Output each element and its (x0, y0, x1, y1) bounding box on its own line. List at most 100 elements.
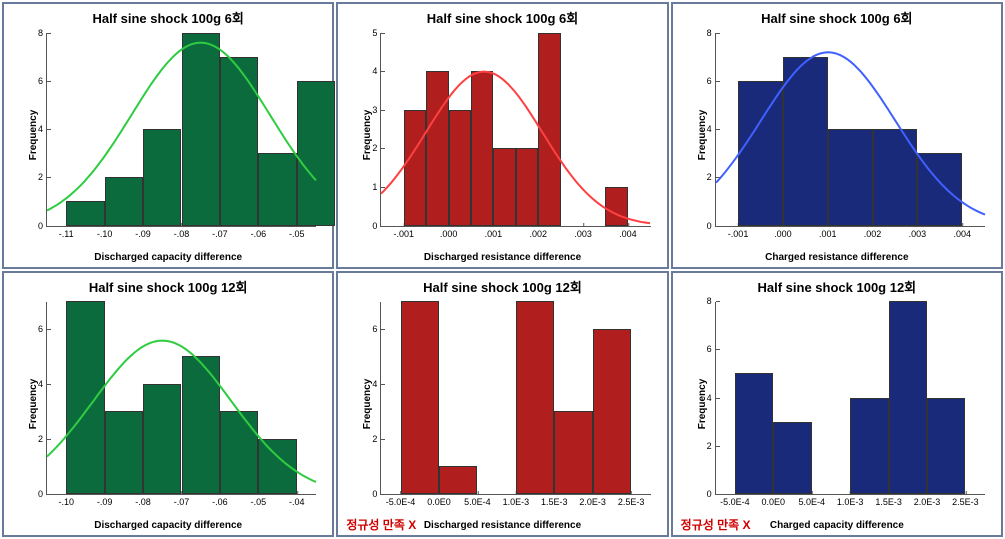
chart-title: Half sine shock 100g 12회 (342, 277, 662, 296)
y-tick: 4 (372, 66, 381, 76)
y-tick: 2 (707, 172, 716, 182)
histogram-bar (471, 71, 493, 225)
x-axis-label: Discharged capacity difference (94, 252, 242, 263)
y-tick: 6 (38, 76, 47, 86)
x-tick: -.11 (59, 226, 74, 239)
y-tick: 4 (38, 124, 47, 134)
histogram-bar (738, 81, 783, 226)
x-tick: .003 (574, 226, 592, 239)
x-tick: .004 (953, 226, 971, 239)
x-tick: -.09 (135, 226, 151, 239)
x-axis-label: Discharged capacity difference (94, 520, 242, 531)
plot-area: 0246-5.0E-40.0E05.0E-41.0E-31.5E-32.0E-3… (380, 302, 650, 496)
x-axis-label: Discharged resistance difference (424, 252, 581, 263)
y-axis-label: Frequency (28, 110, 39, 161)
x-tick: .003 (909, 226, 927, 239)
y-tick: 2 (38, 172, 47, 182)
x-tick: -.05 (251, 494, 267, 507)
y-tick: 0 (38, 221, 47, 231)
histogram-bar (773, 422, 811, 494)
normality-annotation: 정규성 만족 X (681, 516, 751, 533)
y-tick: 4 (38, 379, 47, 389)
y-tick: 6 (707, 76, 716, 86)
histogram-bar (449, 110, 471, 226)
histogram-bar (105, 411, 143, 494)
x-tick: -.001 (728, 226, 749, 239)
y-tick: 0 (707, 489, 716, 499)
x-tick: .000 (774, 226, 792, 239)
x-tick: .002 (529, 226, 547, 239)
x-tick: 2.5E-3 (952, 494, 979, 507)
histogram-bar (554, 411, 592, 494)
histogram-bar (401, 301, 439, 494)
chart-panel-p3: Half sine shock 100g 12회Frequency0246-.1… (2, 271, 334, 538)
y-tick: 0 (707, 221, 716, 231)
y-tick: 0 (38, 489, 47, 499)
y-tick: 2 (372, 143, 381, 153)
chart-panel-p2: Half sine shock 100g 6회Frequency02468-.0… (671, 2, 1003, 269)
x-tick: -.001 (393, 226, 414, 239)
chart-title: Half sine shock 100g 6회 (342, 8, 662, 27)
histogram-bar (889, 301, 927, 494)
histogram-bar (182, 33, 220, 226)
x-tick: 5.0E-4 (798, 494, 825, 507)
plot-area: 012345-.001.000.001.002.003.004 (380, 33, 650, 227)
y-tick: 2 (372, 434, 381, 444)
y-axis-label: Frequency (696, 110, 707, 161)
x-tick: -.07 (212, 226, 228, 239)
y-tick: 8 (707, 296, 716, 306)
histogram-bar (493, 148, 515, 225)
y-tick: 3 (372, 105, 381, 115)
x-tick: -.05 (289, 226, 305, 239)
x-tick: -.08 (174, 226, 190, 239)
y-tick: 8 (38, 28, 47, 38)
y-tick: 1 (372, 182, 381, 192)
histogram-bar (297, 81, 335, 226)
histogram-bar (220, 57, 258, 226)
x-tick: -.10 (97, 226, 113, 239)
y-tick: 4 (372, 379, 381, 389)
histogram-bar (927, 398, 965, 495)
plot-area: 02468-.11-.10-.09-.08-.07-.06-.05 (46, 33, 316, 227)
y-tick: 0 (372, 221, 381, 231)
x-tick: 1.0E-3 (837, 494, 864, 507)
x-tick: 1.5E-3 (541, 494, 568, 507)
histogram-bar (258, 153, 296, 225)
x-tick: -.10 (58, 494, 74, 507)
normality-annotation: 정규성 만족 X (346, 516, 416, 533)
y-tick: 5 (372, 28, 381, 38)
chart-panel-p4: Half sine shock 100g 12회Frequency0246-5.… (336, 271, 668, 538)
histogram-bar (735, 373, 773, 494)
x-tick: .000 (440, 226, 458, 239)
x-axis-label: Charged capacity difference (770, 520, 904, 531)
histogram-bar (66, 301, 104, 494)
plot-area: 02468-5.0E-40.0E05.0E-41.0E-31.5E-32.0E-… (715, 302, 985, 496)
y-tick: 6 (707, 344, 716, 354)
y-tick: 6 (38, 324, 47, 334)
y-tick: 4 (707, 393, 716, 403)
histogram-bar (426, 71, 448, 225)
histogram-bar (873, 129, 918, 226)
y-tick: 8 (707, 28, 716, 38)
plot-area: 02468-.001.000.001.002.003.004 (715, 33, 985, 227)
histogram-bar (516, 148, 538, 225)
histogram-bar (66, 201, 104, 225)
x-tick: -5.0E-4 (386, 494, 416, 507)
histogram-bar (783, 57, 828, 226)
y-tick: 2 (707, 441, 716, 451)
chart-title: Half sine shock 100g 12회 (8, 277, 328, 296)
histogram-bar (143, 384, 181, 494)
chart-panel-p0: Half sine shock 100g 6회Frequency02468-.1… (2, 2, 334, 269)
histogram-bar (220, 411, 258, 494)
x-tick: 2.0E-3 (579, 494, 606, 507)
x-tick: 2.0E-3 (914, 494, 941, 507)
x-axis-label: Charged resistance difference (765, 252, 908, 263)
x-tick: -.08 (135, 494, 151, 507)
histogram-bar (593, 329, 631, 494)
x-tick: .001 (485, 226, 503, 239)
x-tick: -.04 (289, 494, 305, 507)
histogram-bar (258, 439, 296, 494)
chart-panel-p1: Half sine shock 100g 6회Frequency012345-.… (336, 2, 668, 269)
y-tick: 6 (372, 324, 381, 334)
x-tick: .002 (864, 226, 882, 239)
